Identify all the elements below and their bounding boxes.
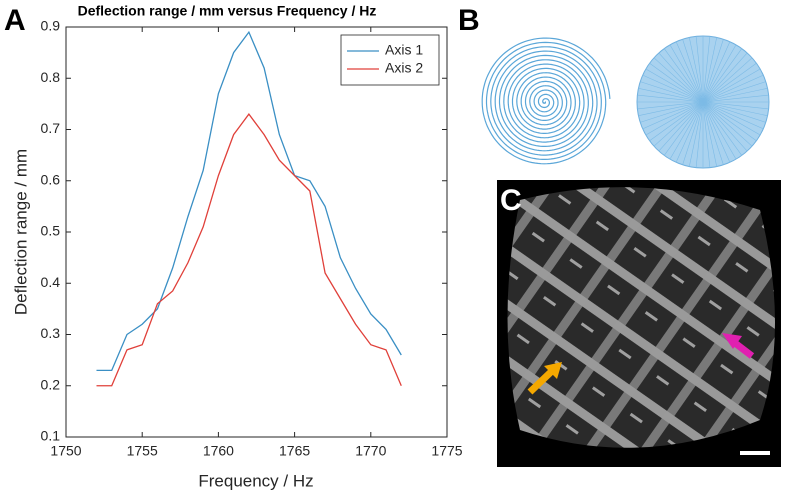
- arrow-head: [544, 362, 562, 379]
- x-tick-label: 1750: [50, 443, 81, 459]
- legend-box: [340, 34, 440, 86]
- x-tick-label: 1770: [355, 443, 386, 459]
- y-tick-label: 0.1: [41, 428, 61, 444]
- chart-title: Deflection range / mm versus Frequency /…: [78, 3, 377, 19]
- y-tick-label: 0.8: [41, 69, 61, 85]
- legend-label: Axis 2: [385, 60, 423, 76]
- arrow-head: [722, 333, 742, 349]
- panel-label: A: [4, 4, 26, 37]
- y-axis-label: Deflection range / mm: [11, 149, 30, 315]
- y-tick-label: 0.4: [41, 274, 61, 290]
- x-tick-label: 1765: [279, 443, 310, 459]
- spiral: [481, 37, 611, 165]
- y-tick-label: 0.2: [41, 376, 61, 392]
- panel-label: B: [458, 4, 480, 37]
- x-tick-label: 1775: [431, 443, 462, 459]
- y-tick-label: 0.7: [41, 120, 61, 136]
- lissajous-line: [637, 94, 769, 110]
- arrow: [527, 367, 556, 395]
- x-tick-label: 1760: [203, 443, 234, 459]
- y-tick-label: 0.9: [41, 18, 61, 34]
- legend-label: Axis 1: [385, 42, 423, 58]
- y-tick-label: 0.5: [41, 223, 61, 239]
- scan-patterns: [481, 35, 770, 169]
- y-tick-label: 0.3: [41, 325, 61, 341]
- image-content: [507, 187, 775, 448]
- microscope-image: C: [497, 180, 781, 467]
- x-tick-label: 1755: [127, 443, 158, 459]
- y-tick-label: 0.6: [41, 171, 61, 187]
- data-line: [96, 30, 402, 372]
- panel-label: C: [500, 184, 522, 217]
- plot-area: [65, 26, 448, 438]
- data-line: [96, 113, 402, 387]
- x-axis-label: Frequency / Hz: [198, 471, 313, 490]
